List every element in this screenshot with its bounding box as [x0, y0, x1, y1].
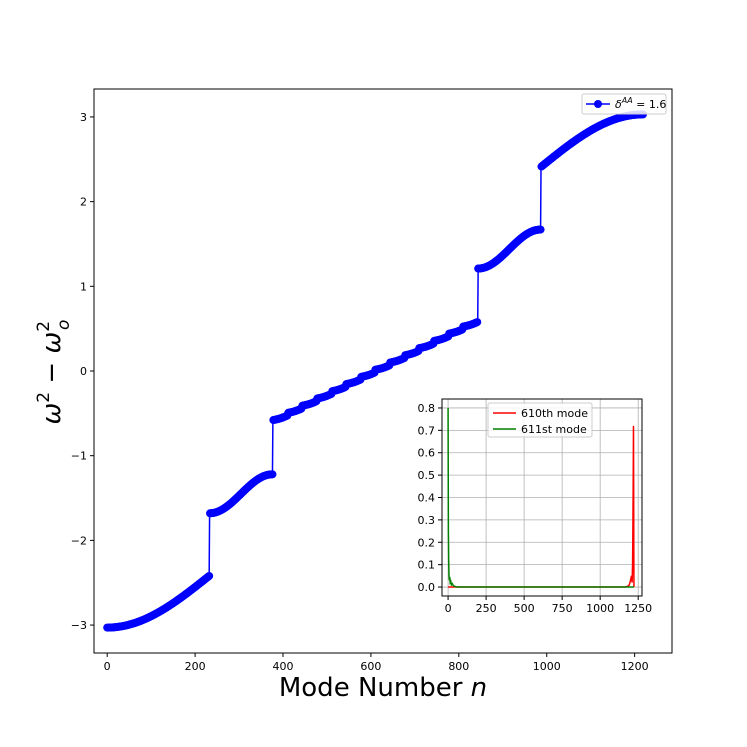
inset-y-tick-label: 0.8: [418, 402, 436, 415]
inset-x-tick-label: 1000: [586, 602, 614, 615]
main-y-tick-label: 0: [80, 365, 87, 378]
inset-legend-label-610: 610th mode: [521, 407, 588, 420]
main-x-tick-label: 0: [104, 660, 111, 673]
inset-legend-label-611: 611st mode: [521, 423, 587, 436]
inset-y-tick-label: 0.2: [418, 536, 436, 549]
main-x-tick-label: 400: [273, 660, 294, 673]
y-axis-label-text: ω2 − ω2o: [34, 320, 74, 425]
inset-series-group: [447, 407, 635, 588]
inset-y-tick-label: 0.5: [418, 469, 436, 482]
main-series-point: [268, 470, 277, 479]
x-axis-label-text: Mode Number: [279, 673, 463, 703]
main-x-tick-label: 1000: [533, 660, 561, 673]
inset-x-tick-label: 0: [445, 602, 452, 615]
main-x-tick-label: 600: [360, 660, 381, 673]
x-axis-label-variable: n: [471, 673, 487, 703]
inset-x-ticks: 0 250 500 750 1000 1250: [445, 596, 652, 615]
main-series-point: [473, 318, 482, 327]
inset-series-611st-line: [447, 407, 634, 588]
main-series-point: [205, 571, 214, 580]
main-x-tick-label: 200: [185, 660, 206, 673]
main-x-ticks: 0 200 400 600 800 1000 1200: [104, 653, 649, 673]
main-legend-marker: [594, 100, 602, 108]
inset-plot: 0 250 500 750 1000 1250 0.0 0.1 0.2 0.3 0.4 0.5 0.6…: [418, 398, 652, 615]
main-plot: 0 200 400 600 800 1000 1200 −3 −2 −1 0 1 2 3 Mode Nu…: [34, 88, 673, 703]
inset-x-tick-label: 1250: [624, 602, 652, 615]
main-legend: δAA = 1.6: [581, 93, 667, 115]
inset-x-tick-label: 750: [552, 602, 573, 615]
main-y-ticks: −3 −2 −1 0 1 2 3: [71, 111, 94, 632]
inset-y-tick-label: 0.7: [418, 424, 436, 437]
inset-y-tick-label: 0.4: [418, 492, 436, 505]
main-y-tick-label: 2: [80, 196, 87, 209]
legend-symbol: δ: [615, 98, 622, 111]
y-axis-label: ω2 − ω2o: [34, 320, 74, 425]
inset-x-tick-label: 250: [476, 602, 497, 615]
main-y-tick-label: −2: [71, 534, 87, 547]
main-y-tick-label: 3: [80, 111, 87, 124]
main-legend-box: [581, 93, 667, 115]
legend-superscript: AA: [621, 96, 633, 105]
legend-value: = 1.6: [633, 98, 667, 111]
x-axis-label-space: [462, 673, 470, 703]
inset-legend: 610th mode 611st mode: [487, 402, 593, 438]
main-x-tick-label: 1200: [621, 660, 649, 673]
inset-y-tick-label: 0.1: [418, 559, 436, 572]
main-y-tick-label: 1: [80, 280, 87, 293]
main-y-tick-label: −3: [71, 619, 87, 632]
main-series-group: [103, 110, 647, 632]
main-series-point: [536, 225, 545, 234]
inset-x-tick-label: 500: [514, 602, 535, 615]
inset-y-ticks: 0.0 0.1 0.2 0.3 0.4 0.5 0.6 0.7 0.8: [418, 402, 442, 594]
inset-y-tick-label: 0.6: [418, 447, 436, 460]
main-x-tick-label: 800: [448, 660, 469, 673]
main-y-tick-label: −1: [71, 450, 87, 463]
x-axis-label: Mode Number n: [279, 673, 487, 703]
main-legend-label: δAA = 1.6: [615, 96, 666, 111]
inset-series-610th-line: [448, 425, 635, 588]
inset-y-tick-label: 0.0: [418, 581, 436, 594]
inset-y-tick-label: 0.3: [418, 514, 436, 527]
